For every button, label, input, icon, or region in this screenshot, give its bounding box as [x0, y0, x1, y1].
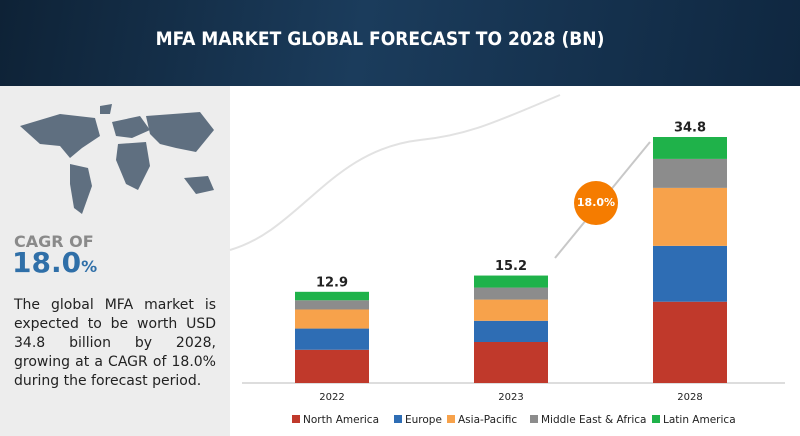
total-label: 12.9	[316, 275, 348, 290]
bar-segment	[295, 309, 369, 329]
legend-swatch	[652, 415, 660, 423]
bar-segment	[653, 187, 727, 246]
bar-segment	[474, 287, 548, 300]
bar-segment	[653, 245, 727, 302]
header: MFA MARKET GLOBAL FORECAST TO 2028 (BN)	[0, 0, 800, 86]
legend-swatch	[394, 415, 402, 423]
bar-segment	[474, 275, 548, 288]
cagr-number: 18.0	[12, 246, 82, 279]
world-map	[20, 104, 214, 214]
legend-label: Europe	[405, 414, 442, 426]
bar-segment	[474, 299, 548, 321]
annotation-circle	[574, 181, 618, 225]
bar-segment	[295, 291, 369, 301]
bar-segment	[474, 342, 548, 383]
total-label: 34.8	[674, 121, 706, 136]
chart-title: MFA MARKET GLOBAL FORECAST TO 2028 (BN)	[155, 28, 605, 50]
bar-segment	[653, 158, 727, 188]
total-label: 15.2	[495, 259, 527, 274]
decor-curve	[229, 94, 561, 251]
legend-swatch	[292, 415, 300, 423]
bar-segment	[295, 349, 369, 383]
legend-swatch	[530, 415, 538, 423]
bar-segment	[653, 137, 727, 159]
bar-segment	[295, 328, 369, 350]
cagr-label: CAGR OF	[14, 232, 94, 251]
bar-segment	[474, 320, 548, 342]
description: The global MFA market is expected to be …	[14, 297, 216, 389]
legend-label: Middle East & Africa	[541, 414, 647, 426]
growth-arrow	[554, 141, 651, 259]
legend-label: Asia-Pacific	[458, 414, 517, 426]
left-panel: CAGR OF 18.0% The global MFA market is e…	[0, 86, 230, 436]
cagr-unit: %	[81, 257, 98, 276]
cagr-value: 18.0%	[12, 246, 97, 279]
annotation: 18.0%	[577, 196, 615, 209]
legend-label: North America	[303, 414, 379, 426]
bar-segment	[295, 300, 369, 310]
x-tick-label: 2022	[319, 392, 344, 403]
x-tick-label: 2028	[677, 392, 702, 403]
legend-label: Latin America	[663, 414, 736, 426]
bar-segment	[653, 301, 727, 383]
x-tick-label: 2023	[498, 392, 523, 403]
legend-swatch	[447, 415, 455, 423]
